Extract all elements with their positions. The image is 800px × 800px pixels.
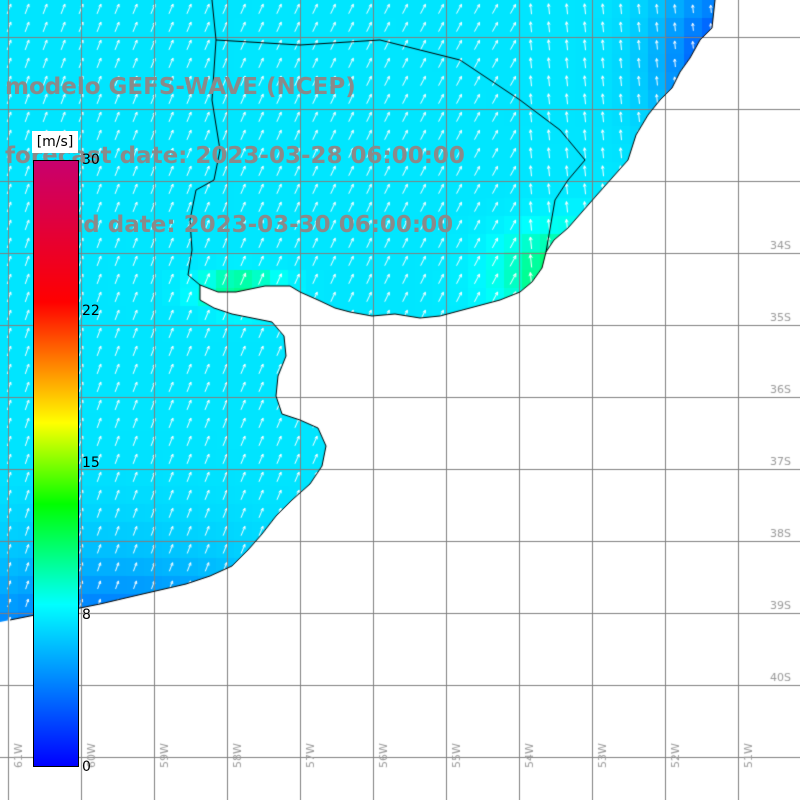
model-title: modelo GEFS-WAVE (NCEP) xyxy=(5,74,356,100)
title-block: modelo GEFS-WAVE (NCEP) forecast date: 2… xyxy=(5,30,465,283)
colorbar-tick-0: 0 xyxy=(82,759,91,775)
forecast-date: forecast date: 2023-03-28 06:00:00 xyxy=(5,143,465,169)
colorbar-tick-15: 15 xyxy=(82,455,100,471)
colorbar-tick-8: 8 xyxy=(82,607,91,623)
colorbar xyxy=(33,160,79,767)
colorbar-tick-22: 22 xyxy=(82,303,100,319)
colorbar-unit-label: [m/s] xyxy=(32,131,78,153)
colorbar-tick-30: 30 xyxy=(82,152,100,168)
